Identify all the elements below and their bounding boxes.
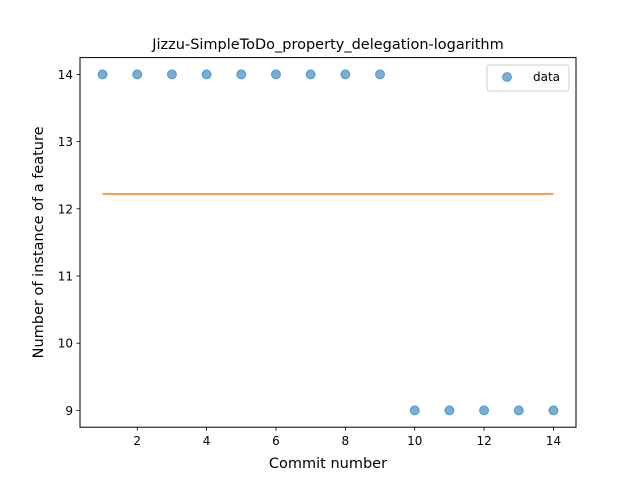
data-point — [409, 405, 420, 416]
x-tick-label: 6 — [272, 434, 280, 448]
x-tick-label: 4 — [203, 434, 211, 448]
data-point — [444, 405, 455, 416]
legend-label-data: data — [533, 70, 560, 84]
data-point — [513, 405, 524, 416]
y-tick-label: 13 — [58, 135, 73, 149]
data-point — [375, 69, 386, 80]
y-axis-label: Number of instance of a feature — [31, 126, 47, 358]
y-tick-label: 14 — [58, 68, 73, 82]
legend-marker-data — [502, 72, 512, 82]
data-point — [548, 405, 559, 416]
chart-title: Jizzu-SimpleToDo_property_delegation-log… — [151, 37, 503, 53]
chart-marks — [97, 69, 559, 416]
y-tick-label: 11 — [58, 270, 73, 284]
plot-area — [80, 57, 576, 428]
data-point — [479, 405, 490, 416]
x-tick-label: 8 — [342, 434, 350, 448]
data-point — [166, 69, 177, 80]
y-tick-label: 12 — [58, 202, 73, 216]
data-point — [340, 69, 351, 80]
data-point — [236, 69, 247, 80]
data-point — [305, 69, 316, 80]
data-point — [270, 69, 281, 80]
data-point — [132, 69, 143, 80]
y-axis: 9 10 11 12 13 14 — [58, 68, 80, 418]
data-point — [97, 69, 108, 80]
x-axis: 2 4 6 8 10 12 14 — [133, 427, 561, 448]
y-tick-label: 10 — [58, 337, 73, 351]
plot-frame — [79, 57, 577, 428]
x-tick-label: 2 — [133, 434, 141, 448]
x-tick-label: 14 — [546, 434, 561, 448]
y-tick-label: 9 — [65, 404, 73, 418]
x-tick-label: 12 — [476, 434, 491, 448]
x-axis-label: Commit number — [269, 456, 387, 472]
legend-box — [486, 64, 570, 92]
legend: data — [486, 64, 570, 92]
x-tick-label: 10 — [407, 434, 422, 448]
data-point — [201, 69, 212, 80]
